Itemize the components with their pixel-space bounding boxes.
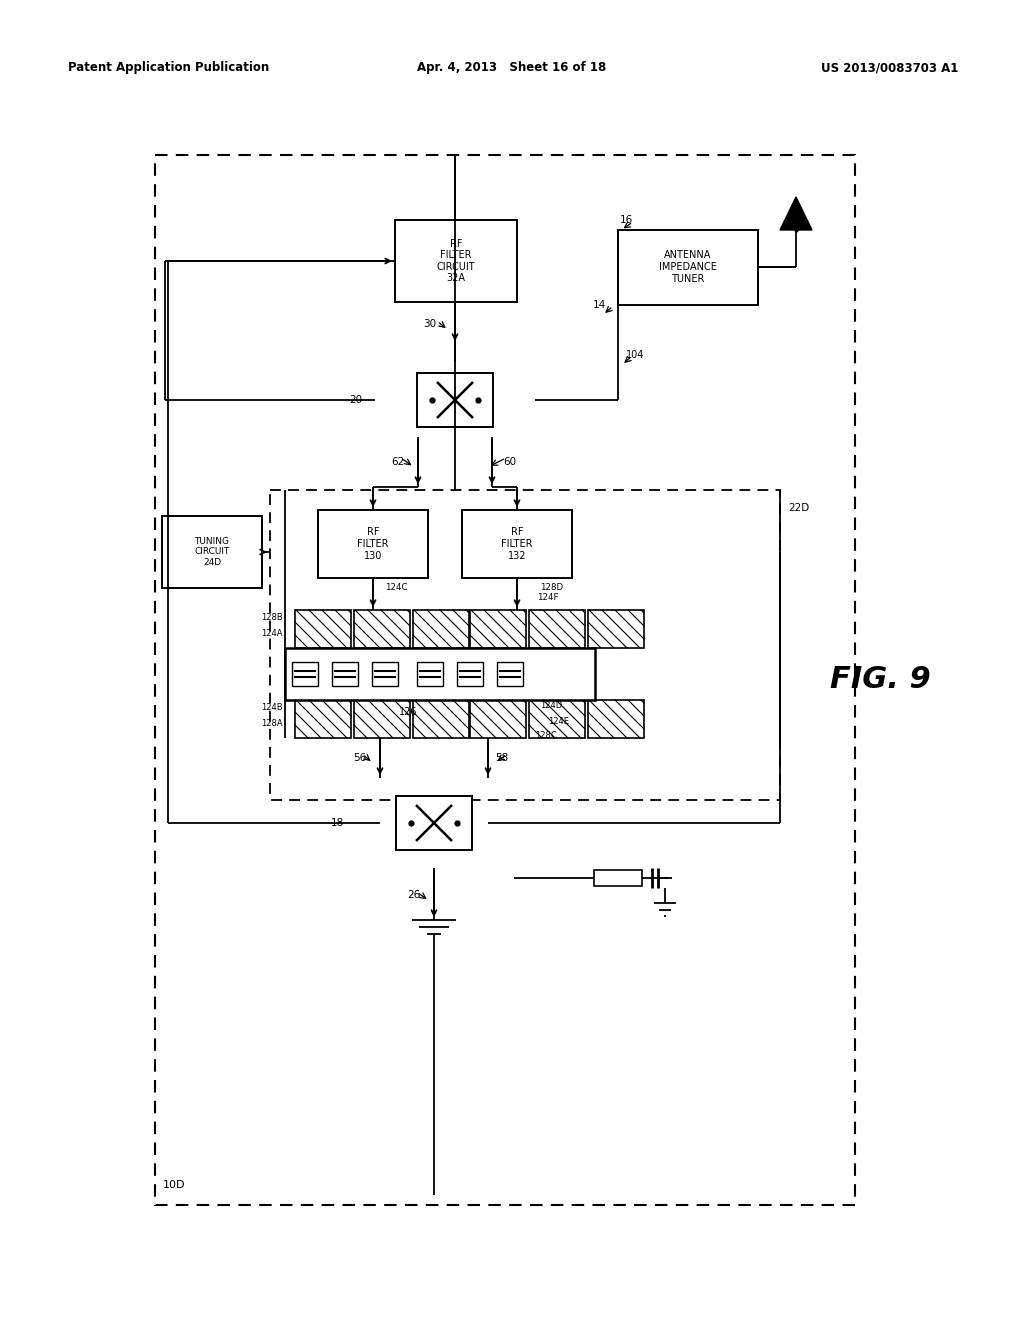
Text: 58: 58 — [496, 752, 509, 763]
Bar — [529, 700, 585, 738]
Text: 128D: 128D — [540, 583, 563, 593]
Bar — [162, 516, 262, 587]
Text: 26: 26 — [408, 890, 421, 900]
Bar — [292, 663, 318, 686]
Text: 22D: 22D — [788, 503, 809, 513]
Bar — [462, 510, 572, 578]
Bar — [332, 663, 358, 686]
Text: 60: 60 — [504, 457, 516, 467]
Text: 16: 16 — [620, 215, 633, 224]
Text: Apr. 4, 2013   Sheet 16 of 18: Apr. 4, 2013 Sheet 16 of 18 — [418, 62, 606, 74]
Bar — [470, 700, 526, 738]
Text: 10D: 10D — [163, 1180, 185, 1191]
Bar — [354, 610, 410, 648]
Bar — [618, 230, 758, 305]
Bar — [588, 610, 644, 648]
Bar — [417, 374, 493, 426]
Text: US 2013/0083703 A1: US 2013/0083703 A1 — [820, 62, 958, 74]
Text: 14: 14 — [593, 300, 606, 310]
Text: 124E: 124E — [548, 718, 569, 726]
Text: RF
FILTER
132: RF FILTER 132 — [502, 528, 532, 561]
Bar — [285, 648, 595, 700]
Bar — [354, 700, 410, 738]
Text: 62: 62 — [391, 457, 404, 467]
Text: 124B: 124B — [261, 704, 283, 713]
Text: 124D: 124D — [540, 701, 562, 710]
Bar — [270, 490, 780, 800]
Bar — [529, 610, 585, 648]
Text: ANTENNA
IMPEDANCE
TUNER: ANTENNA IMPEDANCE TUNER — [659, 251, 717, 284]
Text: RF
FILTER
CIRCUIT
32A: RF FILTER CIRCUIT 32A — [436, 239, 475, 284]
Text: 56: 56 — [353, 752, 367, 763]
Bar — [395, 220, 517, 302]
Bar — [457, 663, 483, 686]
Bar — [413, 610, 469, 648]
Text: 126: 126 — [398, 708, 417, 717]
Text: Patent Application Publication: Patent Application Publication — [68, 62, 269, 74]
Text: 124C: 124C — [385, 583, 408, 593]
Text: 104: 104 — [626, 350, 644, 360]
Bar — [417, 663, 443, 686]
Text: 20: 20 — [349, 395, 362, 405]
Bar — [470, 610, 526, 648]
Polygon shape — [780, 197, 812, 230]
Text: 18: 18 — [331, 818, 344, 828]
Bar — [497, 663, 523, 686]
Bar — [396, 796, 472, 850]
Bar — [295, 700, 351, 738]
Bar — [295, 610, 351, 648]
Bar — [318, 510, 428, 578]
Text: 128B: 128B — [261, 614, 283, 623]
Bar — [155, 154, 855, 1205]
Text: 124A: 124A — [261, 630, 283, 639]
Text: 128C: 128C — [535, 731, 557, 741]
Text: 124F: 124F — [537, 593, 558, 602]
Text: RF
FILTER
130: RF FILTER 130 — [357, 528, 389, 561]
Bar — [594, 870, 642, 886]
Bar — [372, 663, 398, 686]
Text: TUNING
CIRCUIT
24D: TUNING CIRCUIT 24D — [195, 537, 229, 566]
Text: 128A: 128A — [261, 719, 283, 729]
Text: 30: 30 — [424, 319, 436, 329]
Text: FIG. 9: FIG. 9 — [829, 665, 931, 694]
Bar — [588, 700, 644, 738]
Bar — [413, 700, 469, 738]
